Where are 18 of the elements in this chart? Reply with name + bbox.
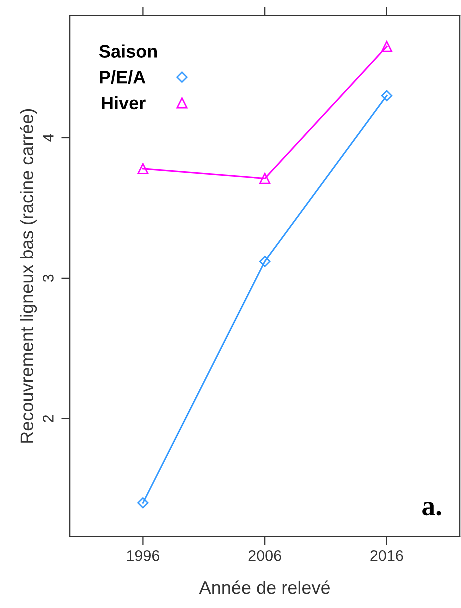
annotation: a. xyxy=(422,502,442,516)
point xyxy=(138,498,149,509)
x-tick-label: 2016 xyxy=(370,550,404,562)
x-tick-label: 2006 xyxy=(248,550,282,562)
point xyxy=(381,90,393,102)
legend-label: Hiver xyxy=(102,96,146,110)
y-tick-label: 3 xyxy=(43,274,54,282)
y-axis-title: Recouvrement ligneux bas (racine carrée) xyxy=(20,109,38,443)
point xyxy=(138,163,149,174)
x-tick-label: 1996 xyxy=(127,550,160,562)
y-tick-label: 2 xyxy=(43,415,54,422)
point xyxy=(259,256,271,268)
legend-label: P/E/A xyxy=(100,70,146,84)
x-axis-title: Année de relevé xyxy=(199,580,330,594)
point xyxy=(381,41,393,52)
legend-title: Saison xyxy=(99,44,158,58)
y-tick-label: 4 xyxy=(43,134,54,142)
point xyxy=(260,173,271,184)
